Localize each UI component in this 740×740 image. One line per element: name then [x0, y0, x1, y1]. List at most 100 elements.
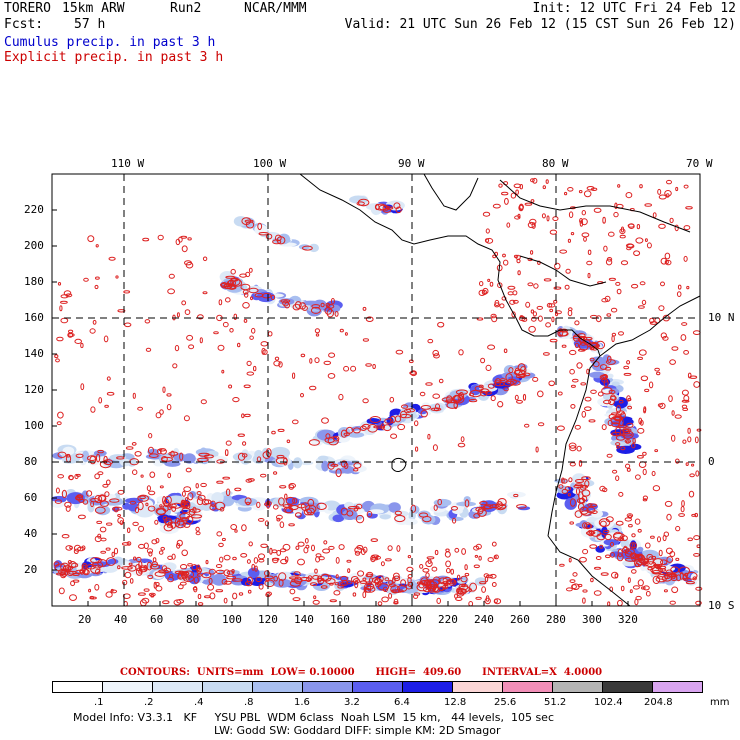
explicit-contour — [637, 579, 644, 587]
explicit-contour — [687, 436, 692, 443]
explicit-contour — [246, 371, 255, 376]
explicit-contour — [115, 275, 119, 279]
explicit-contour — [559, 249, 568, 254]
explicit-contour — [239, 273, 248, 278]
explicit-contour — [494, 302, 500, 308]
explicit-contour — [669, 217, 674, 224]
explicit-contour — [587, 529, 594, 537]
model-info: Model Info: V3.3.1 KF YSU PBL WDM 6class… — [73, 711, 554, 724]
explicit-contour — [537, 422, 545, 427]
explicit-contour — [689, 375, 698, 379]
explicit-contour — [315, 553, 322, 558]
explicit-contour — [517, 270, 521, 276]
explicit-contour — [529, 218, 537, 225]
explicit-contour — [569, 579, 576, 583]
explicit-contour — [415, 446, 419, 452]
explicit-contour — [601, 424, 607, 431]
explicit-contour — [623, 545, 628, 552]
explicit-contour — [464, 572, 470, 577]
x-tick-label: 60 — [150, 613, 164, 626]
explicit-contour — [587, 272, 591, 279]
explicit-contour — [658, 223, 666, 229]
explicit-contour — [74, 473, 79, 480]
explicit-contour — [97, 471, 104, 476]
explicit-contour — [202, 291, 208, 295]
explicit-contour — [162, 515, 168, 521]
explicit-contour — [110, 588, 114, 592]
explicit-contour — [458, 349, 464, 356]
explicit-contour — [233, 313, 238, 320]
explicit-contour — [660, 332, 667, 339]
explicit-contour — [278, 579, 284, 587]
explicit-contour — [605, 359, 616, 365]
explicit-contour — [197, 314, 204, 320]
explicit-contour — [437, 321, 445, 328]
explicit-contour — [119, 520, 124, 526]
explicit-contour — [325, 433, 331, 440]
explicit-contour — [685, 581, 696, 585]
explicit-contour — [60, 300, 68, 304]
explicit-contour — [353, 578, 360, 584]
explicit-contour — [184, 309, 191, 316]
cumulus-cell — [317, 455, 329, 461]
explicit-contour — [546, 302, 553, 308]
cumulus-cell — [594, 536, 604, 542]
explicit-contour — [647, 566, 653, 571]
explicit-contour — [146, 485, 151, 492]
explicit-contour — [683, 577, 689, 581]
cumulus-cell — [321, 460, 329, 472]
explicit-contour — [134, 451, 142, 457]
explicit-contour — [659, 402, 666, 409]
explicit-contour — [389, 396, 395, 403]
explicit-contour — [223, 569, 231, 577]
cumulus-cell — [611, 381, 620, 386]
y-tick-label: 40 — [24, 527, 38, 540]
explicit-contour — [687, 537, 694, 542]
explicit-contour — [104, 491, 110, 498]
explicit-contour — [632, 585, 640, 590]
explicit-contour — [620, 412, 626, 419]
explicit-contour — [651, 470, 656, 477]
explicit-contour — [393, 601, 399, 605]
explicit-contour — [695, 586, 703, 591]
explicit-contour — [64, 501, 72, 508]
explicit-contour — [246, 360, 252, 366]
explicit-contour — [254, 292, 264, 298]
explicit-contour — [615, 281, 621, 286]
explicit-contour — [183, 575, 195, 583]
explicit-contour — [218, 542, 224, 548]
explicit-contour — [478, 289, 486, 296]
explicit-contour — [244, 413, 251, 418]
explicit-contour — [537, 390, 544, 398]
x-tick-label: 300 — [582, 613, 602, 626]
cumulus-cell — [272, 578, 292, 588]
explicit-contour — [329, 599, 337, 603]
explicit-contour — [374, 582, 382, 587]
explicit-contour — [604, 533, 612, 541]
explicit-contour — [478, 384, 484, 389]
org-label: NCAR/MMM — [244, 1, 307, 16]
explicit-contour — [508, 367, 514, 374]
y-tick-label: 220 — [24, 203, 44, 216]
explicit-contour — [94, 284, 99, 290]
explicit-contour — [293, 571, 301, 577]
explicit-contour — [284, 493, 288, 500]
explicit-contour — [106, 376, 111, 381]
explicit-contour — [397, 423, 406, 431]
explicit-contour — [197, 602, 204, 606]
explicit-contour — [201, 499, 210, 506]
explicit-contour — [283, 457, 288, 466]
explicit-contour — [628, 223, 635, 230]
explicit-contour — [230, 524, 238, 530]
cumulus-cell — [162, 562, 177, 572]
explicit-contour — [67, 560, 73, 565]
explicit-contour — [77, 514, 86, 520]
explicit-contour — [280, 299, 291, 303]
explicit-contour — [310, 582, 318, 586]
explicit-contour — [330, 463, 339, 467]
explicit-contour — [505, 373, 513, 382]
explicit-contour — [187, 492, 194, 501]
explicit-contour — [106, 479, 111, 486]
explicit-contour — [138, 565, 147, 571]
explicit-contour — [208, 577, 213, 585]
